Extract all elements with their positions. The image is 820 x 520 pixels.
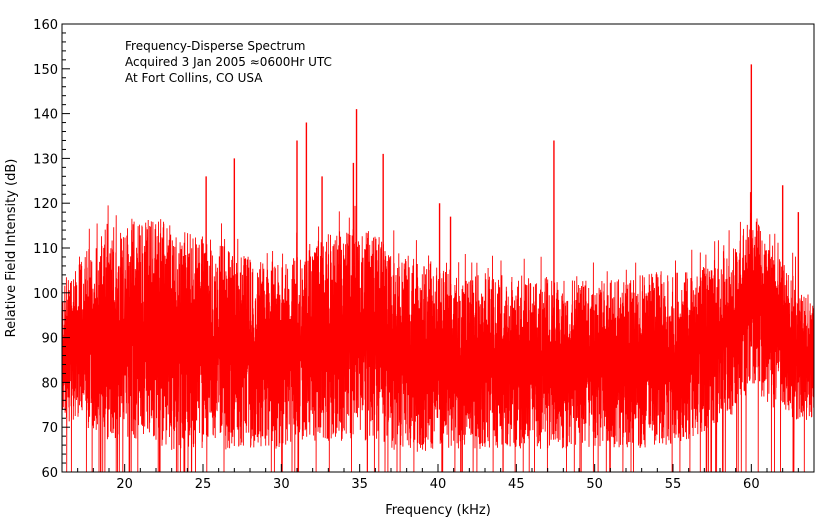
y-tick-label: 100 (33, 287, 58, 302)
annotation-line-1: Frequency-Disperse Spectrum (125, 39, 305, 53)
y-axis-label: Relative Field Intensity (dB) (4, 159, 19, 338)
x-tick-label: 20 (116, 477, 133, 492)
x-tick-label: 55 (665, 477, 682, 492)
data-layer (61, 64, 815, 473)
y-tick-label: 110 (33, 242, 58, 257)
y-tick-label: 130 (33, 152, 58, 167)
x-axis-label: Frequency (kHz) (385, 503, 491, 518)
x-tick-label: 25 (195, 477, 212, 492)
x-tick-label: 30 (273, 477, 290, 492)
y-tick-label: 80 (41, 376, 58, 391)
y-tick-label: 150 (33, 63, 58, 78)
x-tick-label: 60 (743, 477, 760, 492)
x-tick-label: 35 (351, 477, 368, 492)
x-tick-label: 40 (430, 477, 447, 492)
y-tick-label: 160 (33, 18, 58, 33)
y-tick-label: 70 (41, 421, 58, 436)
annotation-line-2: Acquired 3 Jan 2005 ≈0600Hr UTC (125, 55, 332, 69)
x-tick-label: 50 (586, 477, 603, 492)
plot-frame (61, 23, 815, 473)
y-tick-label: 140 (33, 108, 58, 123)
spectrum-trace (61, 192, 815, 473)
annotation-line-3: At Fort Collins, CO USA (125, 71, 263, 85)
y-tick-label: 90 (41, 332, 58, 347)
x-axis: 20 25 30 35 40 45 50 55 60 (61, 464, 815, 492)
y-tick-label: 120 (33, 197, 58, 212)
y-axis: 60 70 80 90 100 110 120 130 140 150 160 (33, 18, 70, 481)
y-tick-label: 60 (41, 466, 58, 481)
x-tick-label: 45 (508, 477, 525, 492)
